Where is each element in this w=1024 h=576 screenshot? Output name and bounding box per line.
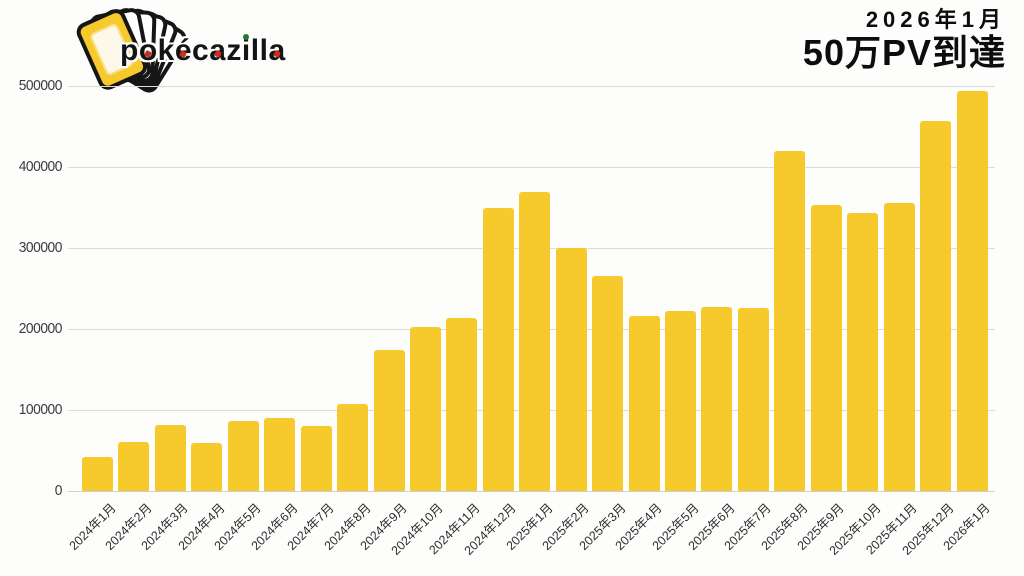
bar-2025年7月 [737, 307, 769, 491]
bar-2025年8月 [774, 150, 806, 491]
logo-letter: p [120, 34, 139, 67]
logo-letter: a [268, 34, 285, 68]
y-tick-label: 100000 [18, 401, 63, 419]
gridline [68, 167, 995, 168]
logo-letter: l [259, 34, 269, 67]
bar-2025年9月 [810, 205, 842, 491]
logo-letter: i [241, 33, 251, 67]
bar-2025年12月 [920, 120, 952, 491]
bar-2025年2月 [555, 248, 587, 491]
bar-2024年4月 [191, 443, 223, 491]
bar-2024年11月 [446, 317, 478, 491]
logo-letter: é [175, 34, 192, 68]
bar-2024年6月 [264, 418, 296, 491]
gridline [68, 491, 995, 492]
bar-2024年7月 [300, 426, 332, 491]
bar-2024年3月 [154, 425, 186, 491]
letter-accent-dot-red [213, 49, 222, 58]
logo-letter: o [139, 34, 158, 68]
y-tick-label: 0 [54, 482, 63, 500]
bar-2024年1月 [82, 456, 113, 491]
logo-letter: a [209, 34, 226, 68]
bar-2025年5月 [665, 311, 697, 491]
title-milestone: 50万PV到達 [802, 32, 1006, 74]
letter-accent-dot-red [144, 49, 153, 58]
bar-2024年8月 [337, 404, 369, 491]
letter-accent-dot-red [179, 49, 188, 58]
bar-2024年10月 [409, 327, 441, 491]
y-tick-label: 500000 [18, 77, 63, 95]
logo-letter: c [192, 34, 210, 67]
bar-2025年11月 [883, 202, 915, 491]
logo-letter: z [226, 34, 242, 67]
title-date: 2026年1月 [865, 7, 1006, 32]
bar-2025年3月 [592, 275, 624, 491]
bar-2026年1月 [956, 90, 988, 491]
letter-accent-dot-red [273, 49, 281, 58]
y-tick-label: 400000 [18, 158, 63, 176]
bar-2024年2月 [118, 442, 150, 491]
logo: pokécazilla [68, 2, 298, 102]
bar-2024年5月 [227, 421, 259, 491]
bar-2025年6月 [701, 307, 733, 491]
bar-2024年12月 [482, 207, 514, 491]
bar-2025年1月 [519, 192, 551, 491]
bar-2025年10月 [847, 213, 879, 491]
logo-letter: k [157, 34, 175, 67]
header-title: 2026年1月 50万PV到達 [802, 7, 1006, 74]
y-tick-label: 200000 [18, 320, 63, 338]
gridline [68, 86, 995, 87]
logo-text: pokécazilla [120, 33, 286, 68]
bar-2025年4月 [628, 316, 660, 491]
y-tick-label: 300000 [18, 239, 63, 257]
letter-accent-dot-green [243, 33, 250, 40]
bar-2024年9月 [373, 350, 405, 491]
logo-letter: l [250, 34, 260, 67]
